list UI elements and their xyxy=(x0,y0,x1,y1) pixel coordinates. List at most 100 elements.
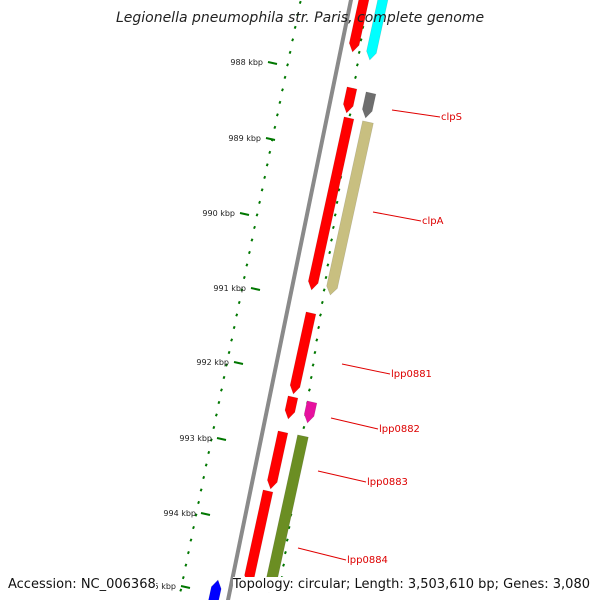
kbp-tick-label: 995 kbp xyxy=(143,582,176,591)
kbp-tick-label: 992 kbp xyxy=(196,358,229,367)
scale-dot xyxy=(235,313,239,317)
scale-dot xyxy=(204,463,208,467)
gene-arrow[interactable] xyxy=(348,0,371,53)
scale-dot xyxy=(319,313,322,317)
scale-dot xyxy=(322,288,326,292)
kbp-tick-label: 990 kbp xyxy=(202,209,235,218)
scale-dot xyxy=(242,275,246,280)
gene-label-leader xyxy=(391,109,441,118)
scale-dot xyxy=(237,300,241,305)
scale-dot xyxy=(220,388,223,392)
scale-dot xyxy=(209,438,213,442)
scale-dot xyxy=(192,525,195,530)
scale-dot xyxy=(320,300,324,305)
gene-label-lpp0881[interactable]: lpp0881 xyxy=(391,369,432,380)
scale-dot xyxy=(311,363,315,367)
gene-label-lpp0884[interactable]: lpp0884 xyxy=(347,555,388,566)
gene-arrow-blue[interactable] xyxy=(207,579,222,600)
scale-dot xyxy=(355,63,359,67)
scale-dot xyxy=(207,450,211,455)
kbp-tick-mark xyxy=(180,585,191,589)
scale-dot xyxy=(285,538,289,542)
kbp-tick-mark xyxy=(265,137,276,141)
scale-dot xyxy=(328,250,332,255)
scale-dot xyxy=(354,75,357,80)
scale-dot xyxy=(302,425,306,430)
topology-text: Topology: circular; Length: 3,503,610 bp… xyxy=(232,577,590,592)
scale-dot xyxy=(317,325,321,330)
scale-dot xyxy=(275,113,279,117)
scale-dot xyxy=(282,563,286,567)
gene-arrow[interactable] xyxy=(308,116,355,291)
scale-dot xyxy=(225,363,228,367)
scale-dot xyxy=(240,288,244,292)
scale-dot xyxy=(283,75,287,80)
scale-dot xyxy=(324,275,328,280)
accession-text: Accession: NC_006368 xyxy=(8,577,156,592)
gene-label-clpA[interactable]: clpA xyxy=(422,216,444,227)
scale-dot xyxy=(337,188,341,192)
scale-dot xyxy=(315,338,319,342)
scale-dot xyxy=(281,88,284,92)
genome-backbone xyxy=(225,0,354,600)
scale-dot xyxy=(288,50,292,54)
label-layer: clpS clpA lpp0881 lpp0882 lpp0883 lpp0884 xyxy=(297,109,462,566)
scale-dot xyxy=(291,38,295,42)
gene-arrow[interactable] xyxy=(289,311,317,395)
scale-dot xyxy=(278,100,282,105)
gene-label-leader xyxy=(297,547,347,561)
scale-dot xyxy=(217,400,221,405)
scale-dot xyxy=(189,538,193,542)
gene-label-lpp0883[interactable]: lpp0883 xyxy=(367,477,408,488)
map-title: Legionella pneumophila str. Paris, compl… xyxy=(115,10,485,26)
gene-label-leader xyxy=(330,417,379,430)
scale-dot xyxy=(214,413,218,417)
scale-dot xyxy=(255,213,259,217)
kbp-tick-mark xyxy=(216,437,227,441)
scale-dot xyxy=(212,425,216,430)
kbp-tick-label: 988 kbp xyxy=(230,58,263,67)
scale-dot xyxy=(293,25,297,29)
scale-dot xyxy=(227,350,231,355)
cog-block-gray[interactable] xyxy=(362,91,377,119)
scale-dot xyxy=(348,113,352,117)
scale-dot xyxy=(265,163,269,167)
scale-dot xyxy=(199,488,203,492)
scale-dot xyxy=(313,350,317,355)
feature-layer xyxy=(207,0,390,600)
scale-dot xyxy=(309,375,313,380)
gene-arrow[interactable] xyxy=(267,430,289,490)
gene-label-lpp0882[interactable]: lpp0882 xyxy=(379,424,420,435)
gene-label-leader xyxy=(372,211,422,222)
scale-dot xyxy=(330,238,333,242)
scale-dot xyxy=(283,550,287,555)
cog-block-olive[interactable] xyxy=(265,434,309,593)
cog-block-khaki[interactable] xyxy=(326,120,374,296)
scale-dot xyxy=(326,263,330,267)
tick-layer: 988 kbp 989 kbp 990 kbp 991 kbp 992 kbp 993 k… xyxy=(143,0,369,592)
scale-dot xyxy=(263,175,267,180)
scale-dot xyxy=(357,50,361,54)
gene-arrow[interactable] xyxy=(284,395,299,420)
scale-dot xyxy=(194,513,198,517)
cog-block-magenta[interactable] xyxy=(303,400,318,424)
scale-dot xyxy=(287,525,291,530)
kbp-tick-mark xyxy=(200,512,211,516)
scale-dot xyxy=(335,200,339,205)
scale-dot xyxy=(247,250,251,255)
gene-label-clpS[interactable]: clpS xyxy=(441,112,462,123)
cog-block-cyan[interactable] xyxy=(366,0,390,61)
scale-dot xyxy=(250,238,254,242)
scale-dot xyxy=(202,475,206,480)
scale-dot xyxy=(307,388,311,392)
gene-arrow[interactable] xyxy=(343,86,358,114)
scale-dot xyxy=(268,150,272,155)
kbp-tick-label: 993 kbp xyxy=(179,434,212,443)
scale-dot xyxy=(179,588,183,592)
kbp-tick-mark xyxy=(250,287,261,291)
scale-dot xyxy=(245,263,249,267)
scale-dot xyxy=(273,125,277,130)
scale-dot xyxy=(222,375,226,380)
